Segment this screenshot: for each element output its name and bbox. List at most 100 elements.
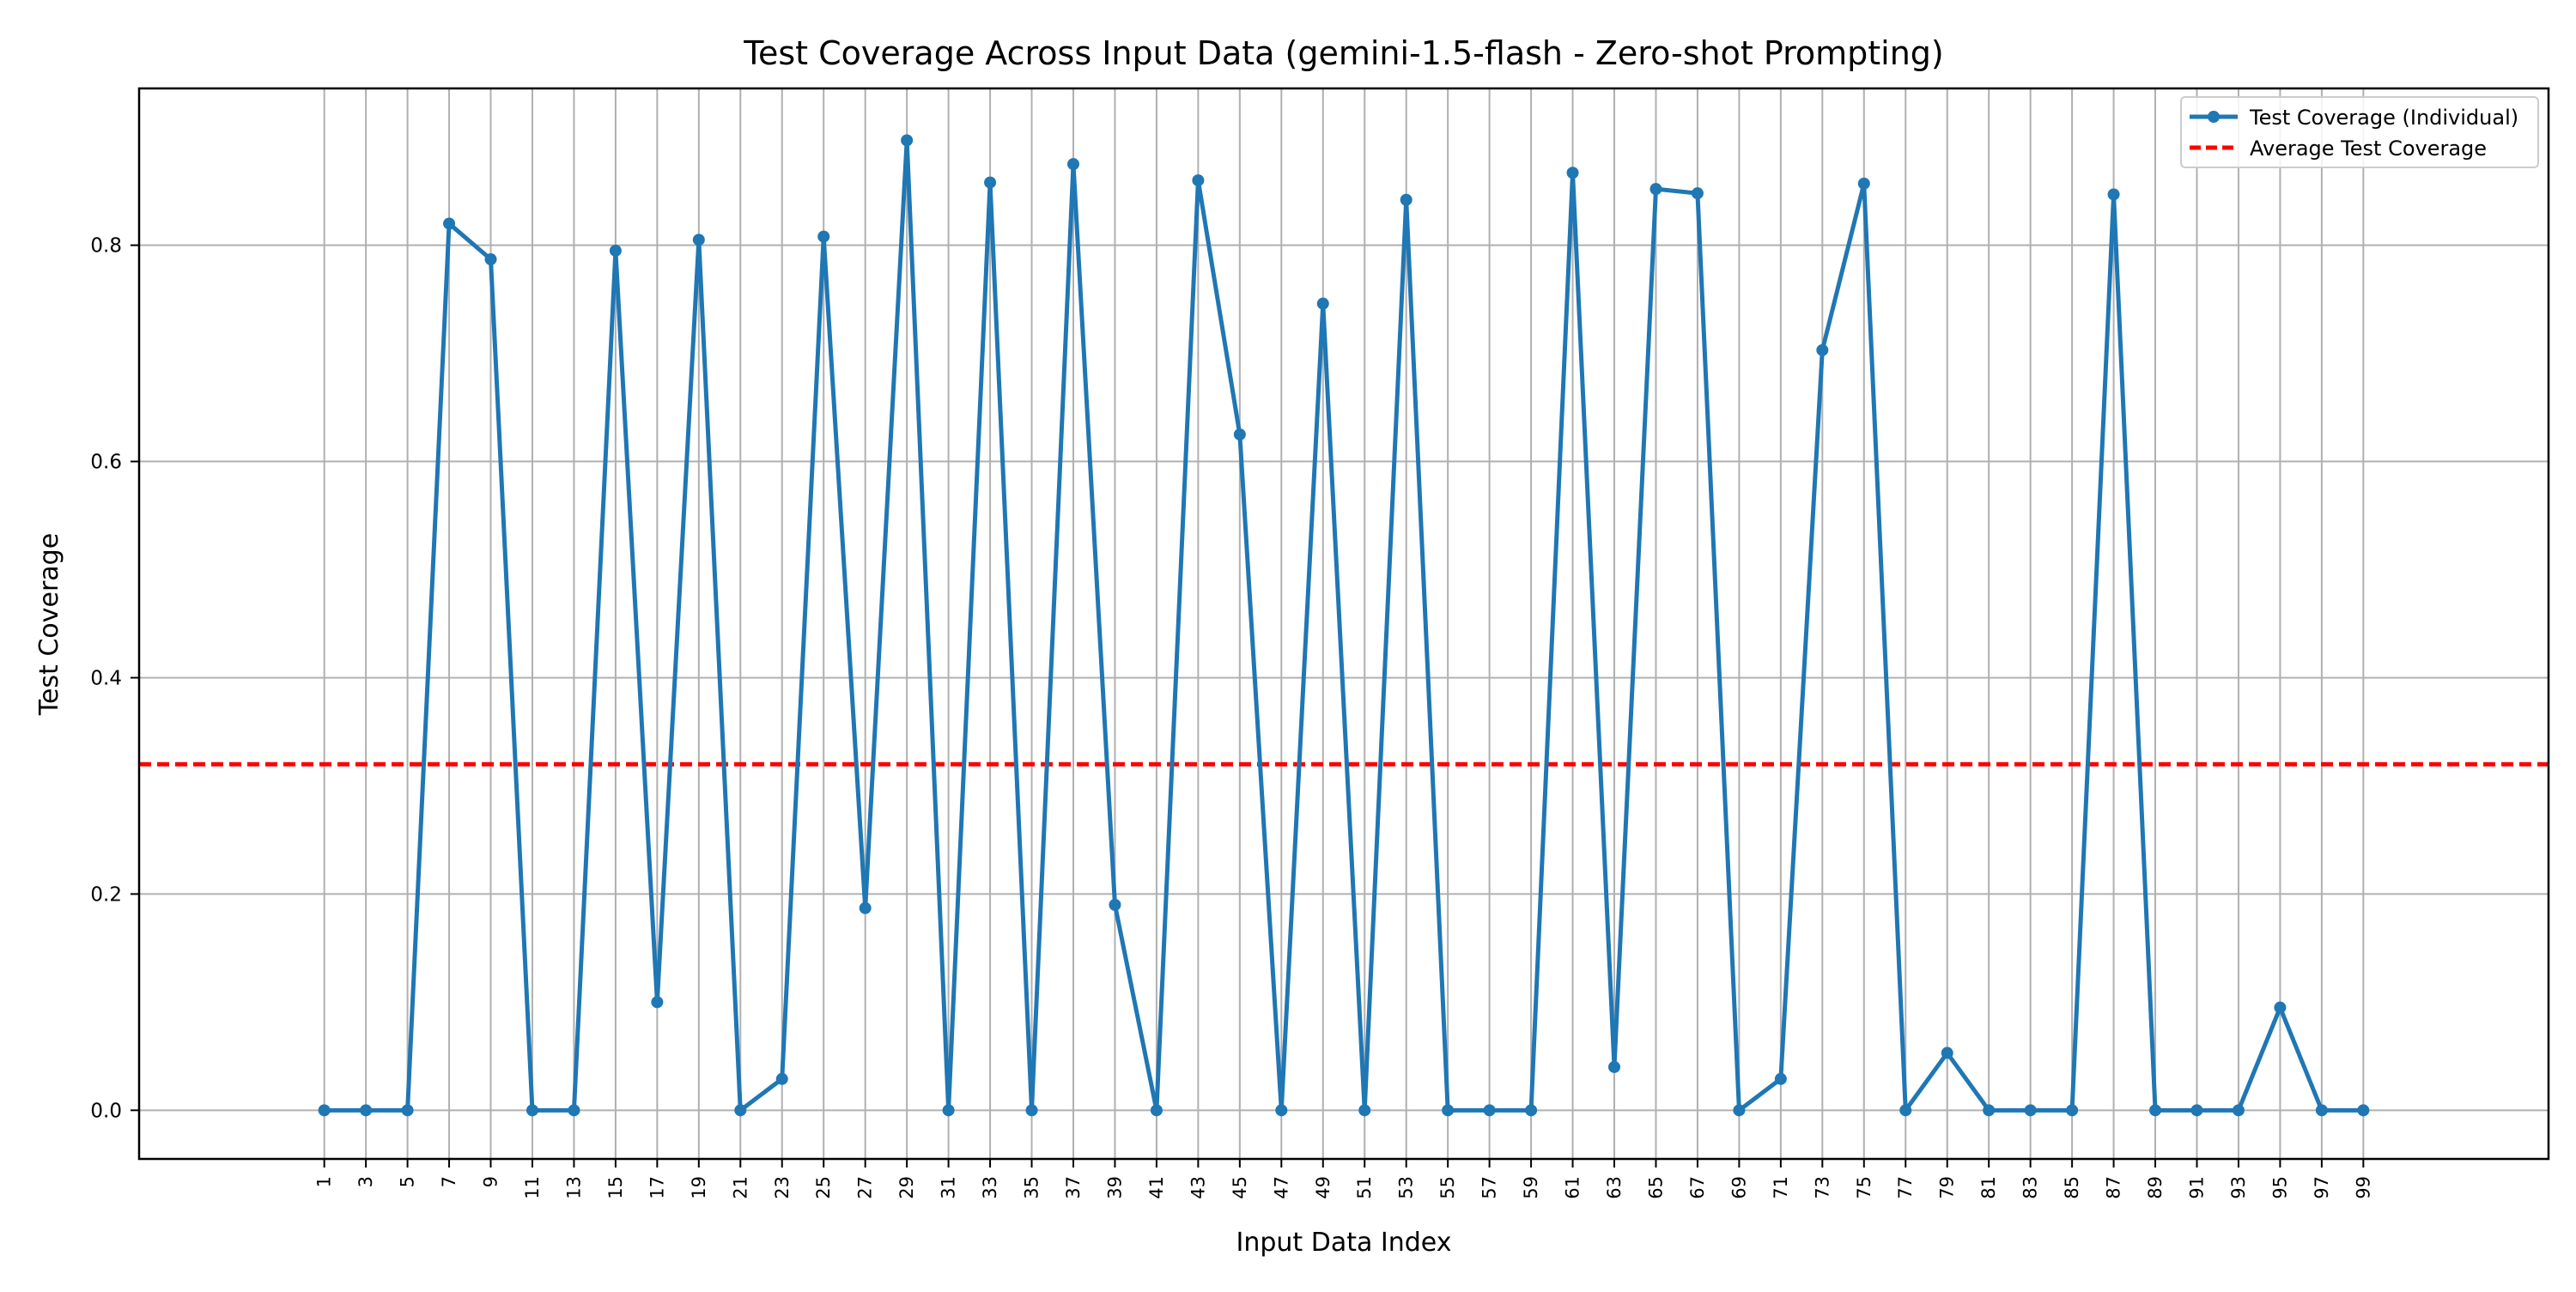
- plot-frame: [137, 87, 2550, 1161]
- data-point: [609, 244, 622, 257]
- data-point: [1525, 1104, 1538, 1117]
- x-tick-label: 7: [439, 1176, 459, 1187]
- data-point: [1816, 343, 1829, 356]
- x-tick-label: 69: [1728, 1176, 1749, 1199]
- data-point: [1733, 1104, 1746, 1117]
- data-point: [443, 217, 456, 230]
- data-point: [2024, 1104, 2037, 1117]
- x-tick-label: 65: [1645, 1176, 1666, 1199]
- x-tick-label: 49: [1313, 1176, 1334, 1199]
- data-point: [2190, 1104, 2203, 1117]
- x-tick-label: 21: [730, 1176, 750, 1199]
- data-point: [2232, 1104, 2245, 1117]
- data-point: [901, 134, 914, 147]
- x-tick-label: 45: [1230, 1176, 1250, 1199]
- x-tick-label: 91: [2186, 1176, 2207, 1199]
- x-tick-label: 81: [1978, 1176, 1999, 1199]
- data-point: [942, 1104, 955, 1117]
- data-point: [1566, 167, 1579, 179]
- data-point: [1150, 1104, 1163, 1117]
- x-tick-label: 1: [314, 1176, 335, 1187]
- data-point: [2107, 188, 2120, 201]
- x-tick-label: 63: [1604, 1176, 1625, 1199]
- x-tick-label: 13: [563, 1176, 584, 1199]
- data-point: [1941, 1046, 1953, 1059]
- data-point: [1025, 1104, 1038, 1117]
- legend: Test Coverage (Individual) Average Test …: [2180, 96, 2539, 168]
- x-tick-label: 87: [2104, 1176, 2124, 1199]
- axes: 1 3 5 7 9 11 13 15 17 19 21 23 25 27 29 31 33 35 37 39 41 43 4…: [90, 87, 2550, 1199]
- data-point: [1400, 193, 1413, 206]
- x-tick-label: 9: [481, 1176, 501, 1187]
- x-tick-label: 79: [1937, 1176, 1958, 1199]
- data-point: [692, 234, 705, 246]
- x-tick-label: 5: [398, 1176, 418, 1187]
- x-tick-label: 55: [1437, 1176, 1458, 1199]
- x-tick-label: 15: [605, 1176, 626, 1199]
- chart-title: Test Coverage Across Input Data (gemini-…: [743, 34, 1944, 72]
- y-axis-label: Test Coverage: [34, 533, 64, 716]
- legend-marker-individual: [2208, 111, 2220, 123]
- x-tick-label: 99: [2353, 1176, 2373, 1199]
- data-point: [1983, 1104, 1996, 1117]
- legend-label-average: Average Test Coverage: [2250, 136, 2487, 161]
- data-point: [401, 1104, 414, 1117]
- grid-lines: [139, 88, 2549, 1159]
- data-point: [1358, 1104, 1371, 1117]
- y-tick-label: 0.2: [90, 883, 122, 906]
- x-tick-label: 43: [1188, 1176, 1208, 1199]
- data-point: [484, 253, 497, 266]
- data-point: [859, 901, 872, 914]
- data-point: [734, 1104, 747, 1117]
- data-point: [2274, 1001, 2287, 1014]
- x-tick-label: 17: [647, 1176, 667, 1199]
- data-point: [1649, 183, 1662, 196]
- x-tick-label: 35: [1022, 1176, 1042, 1199]
- x-tick-label: 75: [1854, 1176, 1874, 1199]
- y-tick-label: 0.4: [90, 667, 122, 689]
- series-line: [324, 137, 2364, 1113]
- data-point: [1857, 177, 1870, 190]
- x-tick-label: 33: [980, 1176, 1000, 1199]
- y-tick-label: 0.6: [90, 452, 122, 474]
- data-point: [1109, 898, 1121, 911]
- x-tick-label: 85: [2062, 1176, 2082, 1199]
- x-tick-label: 23: [772, 1176, 793, 1199]
- data-point: [1691, 187, 1704, 200]
- data-point: [568, 1104, 580, 1117]
- legend-label-individual: Test Coverage (Individual): [2249, 106, 2518, 130]
- data-point: [526, 1104, 538, 1117]
- data-point: [1066, 158, 1079, 171]
- x-tick-label: 25: [813, 1176, 834, 1199]
- x-tick-label: 83: [2020, 1176, 2041, 1199]
- x-tick-label: 19: [689, 1176, 709, 1199]
- x-tick-label: 27: [855, 1176, 876, 1199]
- x-tick-label: 89: [2145, 1176, 2166, 1199]
- x-tick-label: 51: [1354, 1176, 1375, 1199]
- x-tick-label: 39: [1104, 1176, 1125, 1199]
- x-tick-label: 3: [355, 1176, 376, 1187]
- x-tick-label: 67: [1687, 1176, 1708, 1199]
- x-tick-label: 71: [1771, 1176, 1791, 1199]
- data-point: [1442, 1104, 1455, 1117]
- data-point: [1483, 1104, 1496, 1117]
- x-tick-label: 61: [1563, 1176, 1583, 1199]
- x-tick-label: 97: [2312, 1176, 2332, 1199]
- x-tick-label: 73: [1812, 1176, 1832, 1199]
- x-tick-label: 47: [1271, 1176, 1291, 1199]
- x-tick-label: 59: [1521, 1176, 1541, 1199]
- data-point: [1774, 1072, 1787, 1085]
- x-tick-label: 11: [522, 1176, 543, 1199]
- x-tick-label: 53: [1396, 1176, 1417, 1199]
- x-axis-label: Input Data Index: [1236, 1228, 1452, 1258]
- data-point: [1192, 174, 1205, 187]
- data-point: [1608, 1060, 1621, 1073]
- data-point: [2357, 1104, 2370, 1117]
- series-layer: [139, 134, 2549, 1117]
- x-tick-label: 77: [1895, 1176, 1916, 1199]
- x-tick-label: 31: [939, 1176, 959, 1199]
- data-point: [1316, 297, 1329, 310]
